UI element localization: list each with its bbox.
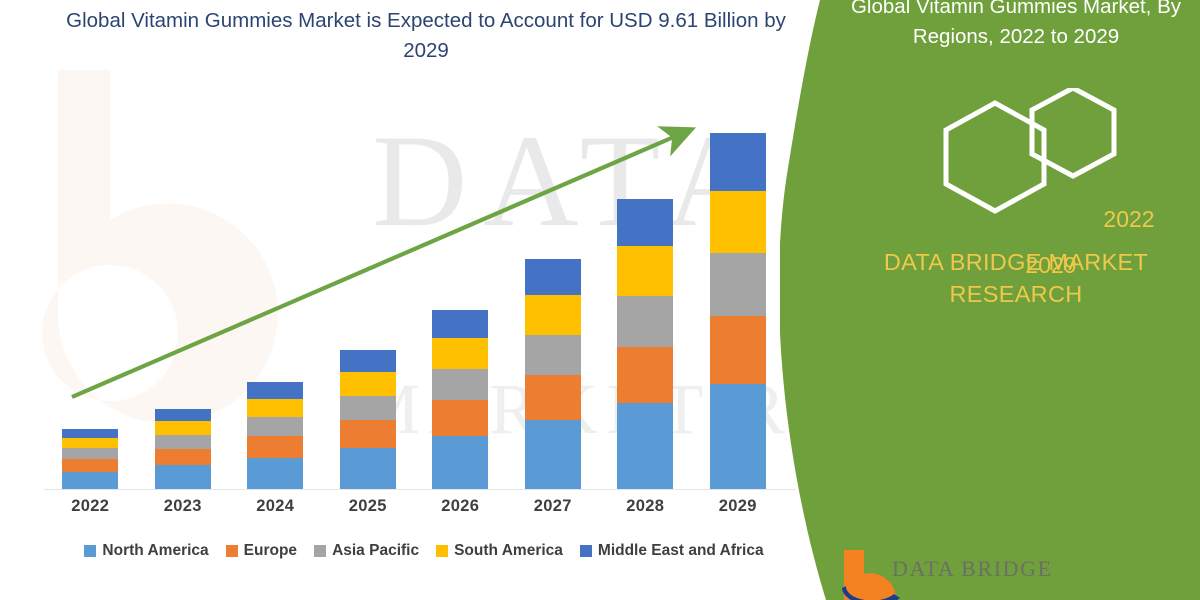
bar-segment bbox=[617, 296, 674, 348]
stacked-bar bbox=[247, 382, 304, 489]
bar-segment bbox=[432, 368, 489, 401]
bar-segment bbox=[617, 199, 674, 246]
bar-segment bbox=[247, 382, 304, 400]
x-axis-label: 2022 bbox=[71, 497, 110, 515]
bar-column bbox=[692, 110, 784, 489]
bar-segment bbox=[617, 402, 674, 489]
bar-segment bbox=[617, 347, 674, 403]
legend-label: Asia Pacific bbox=[332, 542, 420, 559]
x-axis-label: 2024 bbox=[256, 497, 295, 515]
bar-segment bbox=[709, 190, 766, 254]
bar-segment bbox=[524, 419, 581, 489]
bar-segment bbox=[339, 420, 396, 449]
x-axis-label: 2028 bbox=[626, 497, 665, 515]
bar-segment bbox=[154, 449, 211, 466]
bar-segment bbox=[154, 421, 211, 435]
legend-label: South America bbox=[454, 542, 563, 559]
bar-column bbox=[44, 110, 136, 489]
x-axis-label: 2029 bbox=[718, 497, 757, 515]
stacked-bar bbox=[432, 309, 489, 489]
legend-swatch-icon bbox=[436, 545, 449, 557]
hexagon-2022 bbox=[1029, 85, 1117, 179]
stacked-bar bbox=[617, 199, 674, 489]
stacked-bar bbox=[154, 408, 211, 489]
legend-swatch-icon bbox=[579, 545, 592, 557]
bar-segment bbox=[524, 258, 581, 296]
bar-segment bbox=[339, 350, 396, 373]
bar-segment bbox=[247, 457, 304, 489]
bar-segment bbox=[709, 316, 766, 384]
bar-segment bbox=[154, 465, 211, 489]
legend-item[interactable]: Asia Pacific bbox=[314, 542, 419, 560]
panel-brand: DATA BRIDGE MARKET RESEARCH bbox=[840, 246, 1192, 310]
bar-segment bbox=[617, 245, 674, 297]
legend-swatch-icon bbox=[225, 545, 238, 557]
company-logo bbox=[838, 548, 1068, 600]
bar-segment bbox=[709, 253, 766, 317]
bar-segment bbox=[62, 428, 119, 439]
bar-segment bbox=[62, 471, 119, 489]
legend-label: Europe bbox=[243, 542, 298, 559]
bar-segment bbox=[709, 383, 766, 489]
legend-swatch-icon bbox=[84, 545, 97, 557]
bar-segment bbox=[247, 399, 304, 418]
bar-segment bbox=[154, 434, 211, 450]
company-logo-text: DATA BRIDGE bbox=[892, 556, 1053, 581]
bar-segment bbox=[62, 448, 119, 460]
stacked-bar bbox=[709, 133, 766, 489]
bar-segment bbox=[524, 334, 581, 376]
legend-item[interactable]: North America bbox=[84, 542, 209, 560]
bar-segment bbox=[339, 395, 396, 421]
bar-segment bbox=[432, 338, 489, 369]
x-axis-line bbox=[44, 489, 796, 490]
bar-column bbox=[229, 110, 321, 489]
bar-segment bbox=[432, 309, 489, 339]
x-axis-label: 2023 bbox=[163, 497, 202, 515]
bar-segment bbox=[339, 372, 396, 396]
bar-column bbox=[414, 110, 506, 489]
bar-segment bbox=[154, 408, 211, 422]
chart-legend: North America Europe Asia Pacific South Ame… bbox=[44, 538, 804, 564]
bar-segment bbox=[247, 436, 304, 458]
bar-segment bbox=[524, 295, 581, 335]
stacked-bar bbox=[339, 350, 396, 489]
legend-item[interactable]: South America bbox=[436, 542, 563, 560]
x-axis-label: 2026 bbox=[441, 497, 480, 515]
bar-segment bbox=[432, 435, 489, 489]
x-axis-label: 2025 bbox=[348, 497, 387, 515]
chart-title: Global Vitamin Gummies Market is Expecte… bbox=[66, 9, 786, 62]
bar-segment bbox=[339, 448, 396, 489]
legend-item[interactable]: Europe bbox=[225, 542, 298, 560]
hexagon-2029 bbox=[943, 100, 1047, 214]
panel-brand-line-2: RESEARCH bbox=[949, 281, 1083, 307]
legend-label: Middle East and Africa bbox=[597, 542, 764, 559]
legend-label: North America bbox=[102, 542, 209, 559]
bar-column bbox=[507, 110, 599, 489]
bar-column bbox=[599, 110, 691, 489]
bar-column bbox=[137, 110, 229, 489]
bar-segment bbox=[62, 438, 119, 449]
side-panel: Global Vitamin Gummies Market, By Region… bbox=[780, 0, 1200, 600]
hexagon-group: 2029 2022 bbox=[888, 85, 1188, 278]
legend-item[interactable]: Middle East and Africa bbox=[579, 542, 764, 560]
bar-group bbox=[44, 110, 784, 489]
x-axis-label: 2027 bbox=[533, 497, 572, 515]
legend-swatch-icon bbox=[314, 545, 327, 557]
x-axis-labels: 2022 2023 2024 2025 2026 2027 2028 2029 bbox=[44, 497, 784, 525]
bar-segment bbox=[62, 459, 119, 472]
panel-title: Global Vitamin Gummies Market, By Region… bbox=[850, 0, 1181, 48]
hexagon-2029-label: 2029 bbox=[1025, 252, 1077, 278]
bar-segment bbox=[247, 417, 304, 437]
panel-brand-line-1: DATA BRIDGE MARKET bbox=[883, 249, 1149, 275]
bar-segment bbox=[524, 375, 581, 420]
hexagon-2022-label: 2022 bbox=[1103, 206, 1155, 232]
stacked-bar bbox=[524, 258, 581, 489]
bar-column bbox=[322, 110, 414, 489]
bar-segment bbox=[432, 400, 489, 436]
bar-segment bbox=[709, 133, 766, 191]
stacked-bar bbox=[62, 428, 119, 489]
